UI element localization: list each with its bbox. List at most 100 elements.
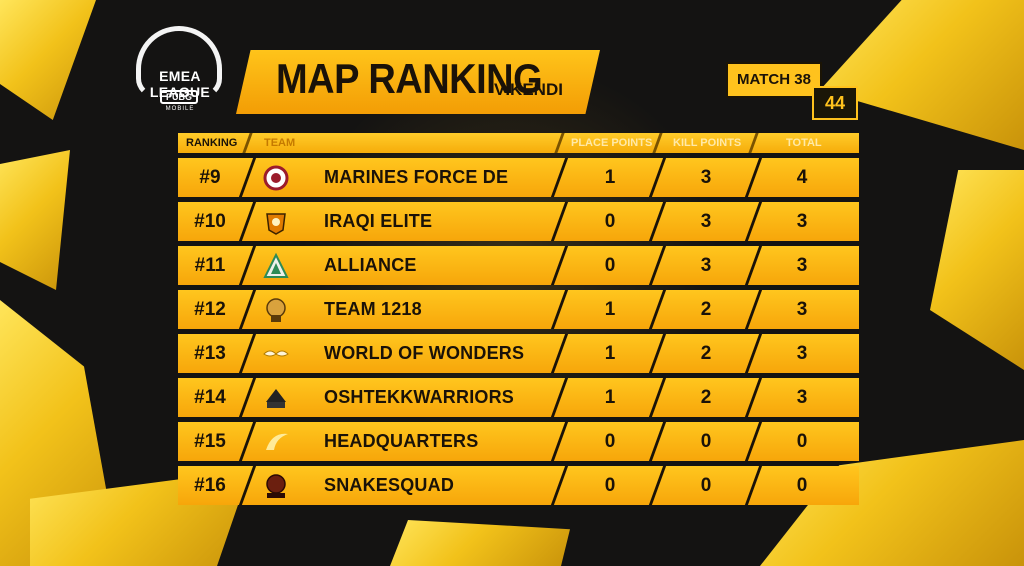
row-separator <box>550 290 569 329</box>
table-row: #15 HEADQUARTERS 0 0 0 <box>178 422 859 461</box>
logo-ring-icon <box>136 26 222 98</box>
row-place-points: 0 <box>604 475 616 496</box>
gold-shard-left-mid <box>0 150 70 290</box>
row-team-name: HEADQUARTERS <box>324 431 479 451</box>
table-row: #10 IRAQI ELITE 0 3 3 <box>178 202 859 241</box>
row-total: 3 <box>796 343 808 364</box>
headquarters-logo-icon <box>262 428 290 456</box>
row-total: 3 <box>796 299 808 320</box>
row-kill-points: 2 <box>700 387 712 408</box>
league-name: EMEA LEAGUE <box>149 68 211 100</box>
map-name: VIKENDI <box>494 80 563 99</box>
row-separator <box>550 246 569 285</box>
row-separator <box>648 158 667 197</box>
table-row: #11 ALLIANCE 0 3 3 <box>178 246 859 285</box>
row-team-name: IRAQI ELITE <box>324 211 433 231</box>
row-team-name: SNAKESQUAD <box>324 475 455 495</box>
table-row: #12 TEAM 1218 1 2 3 <box>178 290 859 329</box>
row-team-name: WORLD OF WONDERS <box>324 343 525 363</box>
row-kill-points: 3 <box>700 211 712 232</box>
row-rank: #10 <box>194 211 226 232</box>
row-kill-points: 0 <box>700 475 712 496</box>
header-separator <box>652 133 663 153</box>
row-rank: #12 <box>194 299 226 320</box>
row-separator <box>550 466 569 505</box>
row-place-points: 1 <box>604 387 616 408</box>
row-separator <box>744 158 763 197</box>
world-of-wonders-logo-icon <box>262 340 290 368</box>
row-separator <box>648 334 667 373</box>
row-rank: #14 <box>194 387 226 408</box>
row-separator <box>744 290 763 329</box>
row-total: 3 <box>796 255 808 276</box>
row-rank: #13 <box>194 343 226 364</box>
table-row: #13 WORLD OF WONDERS 1 2 3 <box>178 334 859 373</box>
row-rank: #16 <box>194 475 226 496</box>
row-kill-points: 2 <box>700 343 712 364</box>
oshtekkwarriors-logo-icon <box>262 384 290 412</box>
row-rank: #11 <box>194 255 226 276</box>
match-label: MATCH 38 <box>726 62 822 98</box>
ranking-table: RANKING TEAM PLACE POINTS KILL POINTS TO… <box>178 133 859 505</box>
table-body: #9 MARINES FORCE DE 1 3 4 #10 IRAQI ELITE 0 3 3 #1… <box>178 158 859 505</box>
row-team-name: OSHTEKKWARRIORS <box>324 387 515 407</box>
gold-shard-right-mid <box>930 170 1024 370</box>
row-team-name: ALLIANCE <box>324 255 417 275</box>
row-place-points: 1 <box>604 299 616 320</box>
table-row: #9 MARINES FORCE DE 1 3 4 <box>178 158 859 197</box>
row-place-points: 1 <box>604 167 616 188</box>
row-separator <box>648 422 667 461</box>
pubg-badge: PUBG <box>160 90 198 104</box>
row-separator <box>550 158 569 197</box>
row-total: 3 <box>796 211 808 232</box>
row-place-points: 0 <box>604 255 616 276</box>
match-number: 44 <box>812 86 858 120</box>
row-separator <box>744 422 763 461</box>
row-place-points: 1 <box>604 343 616 364</box>
col-ranking: RANKING <box>186 137 238 149</box>
table-row: #16 SNAKESQUAD 0 0 0 <box>178 466 859 505</box>
row-separator <box>550 422 569 461</box>
row-kill-points: 2 <box>700 299 712 320</box>
col-kill-points: KILL POINTS <box>673 137 742 149</box>
row-total: 0 <box>796 475 808 496</box>
gold-shard-left-top <box>0 0 96 120</box>
pubg-mobile-label: MOBILE <box>165 106 195 112</box>
header-separator <box>554 133 565 153</box>
row-separator <box>550 334 569 373</box>
row-team-name: TEAM 1218 <box>324 299 422 319</box>
row-separator <box>648 378 667 417</box>
snakesquad-logo-icon <box>262 472 290 500</box>
header-separator <box>242 133 253 153</box>
gold-shard-center-bottom <box>390 520 570 566</box>
table-header: RANKING TEAM PLACE POINTS KILL POINTS TO… <box>178 133 859 153</box>
marines-force-logo-icon <box>262 164 290 192</box>
row-place-points: 0 <box>604 431 616 452</box>
row-separator <box>744 334 763 373</box>
table-row: #14 OSHTEKKWARRIORS 1 2 3 <box>178 378 859 417</box>
row-separator <box>648 466 667 505</box>
row-kill-points: 0 <box>700 431 712 452</box>
row-separator <box>550 378 569 417</box>
alliance-logo-icon <box>262 252 290 280</box>
row-place-points: 0 <box>604 211 616 232</box>
row-total: 4 <box>796 167 808 188</box>
row-separator <box>744 202 763 241</box>
row-separator <box>648 290 667 329</box>
row-team-name: MARINES FORCE DE <box>324 167 509 187</box>
row-kill-points: 3 <box>700 255 712 276</box>
row-separator <box>648 202 667 241</box>
gold-shard-right-top <box>820 0 1024 150</box>
row-total: 0 <box>796 431 808 452</box>
iraqi-elite-logo-icon <box>262 208 290 236</box>
row-separator <box>550 202 569 241</box>
page-title: MAP RANKING <box>276 56 543 104</box>
title-banner: MAP RANKING VIKENDI <box>236 50 600 114</box>
row-separator <box>648 246 667 285</box>
team-1218-logo-icon <box>262 296 290 324</box>
row-kill-points: 3 <box>700 167 712 188</box>
col-place-points: PLACE POINTS <box>571 137 653 149</box>
emea-league-logo: EMEA LEAGUE PUBG MOBILE <box>132 24 228 116</box>
row-separator <box>744 246 763 285</box>
row-rank: #15 <box>194 431 226 452</box>
